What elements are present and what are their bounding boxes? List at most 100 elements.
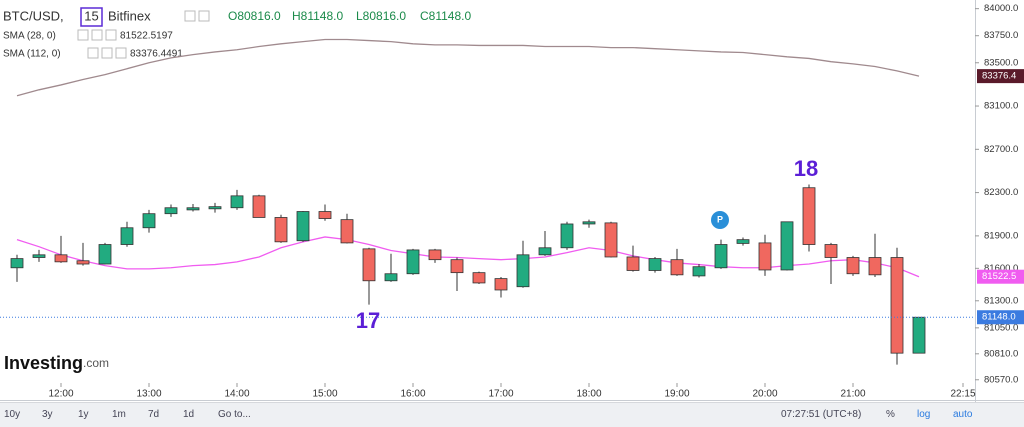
candle-body <box>648 258 662 271</box>
interval: 15 <box>84 8 98 23</box>
candle-body <box>142 213 156 229</box>
candle-body <box>494 278 508 291</box>
watermark-brand: Investing <box>4 353 83 373</box>
x-tick-label: 16:00 <box>400 389 425 400</box>
x-tick-label: 17:00 <box>488 389 513 400</box>
candle-body <box>362 248 376 282</box>
toolbar-item[interactable]: 07:27:51 (UTC+8) <box>781 409 862 420</box>
toolbar-item[interactable]: 1d <box>183 409 195 420</box>
candle-body <box>406 249 420 275</box>
candle-body <box>626 256 640 271</box>
toolbar-item[interactable]: Go to... <box>218 409 251 420</box>
x-tick-label: 22:15 <box>950 389 975 400</box>
x-tick-label: 19:00 <box>664 389 689 400</box>
watermark-domain: .com <box>83 356 109 370</box>
candle-body <box>890 257 904 354</box>
annotation: 17 <box>356 308 380 333</box>
watermark: Investing.com <box>4 353 109 373</box>
y-tick-label: 84000.0 <box>984 3 1018 14</box>
event-marker-label: P <box>717 214 723 224</box>
candle-body <box>582 221 596 225</box>
y-tick-label: 81050.0 <box>984 322 1018 333</box>
x-tick-label: 14:00 <box>224 389 249 400</box>
toolbar-item[interactable]: 1y <box>78 409 89 420</box>
x-tick-label: 18:00 <box>576 389 601 400</box>
candle-body <box>230 195 244 209</box>
y-tick-label: 83750.0 <box>984 30 1018 41</box>
candle-body <box>10 258 24 269</box>
candle-body <box>560 223 574 249</box>
price-badge-label: 81148.0 <box>982 312 1016 323</box>
toolbar-item[interactable]: % <box>886 409 895 420</box>
candle-body <box>824 244 838 258</box>
y-tick-label: 81900.0 <box>984 230 1018 241</box>
chart: BTC/USD, 15 Bitfinex SMA (28, 0) 81522.5… <box>0 0 1024 402</box>
candle-body <box>76 260 90 265</box>
legend-name: SMA (28, 0) <box>3 31 56 42</box>
annotation: 18 <box>794 156 818 181</box>
x-tick-label: 21:00 <box>840 389 865 400</box>
ohlc-value: O80816.0 <box>228 9 281 23</box>
candle-body <box>98 244 112 265</box>
toolbar-item[interactable]: auto <box>953 409 973 420</box>
y-tick-label: 81600.0 <box>984 263 1018 274</box>
candle-body <box>318 211 332 219</box>
candle-body <box>252 195 266 218</box>
ohlc-value: L80816.0 <box>356 9 406 23</box>
toolbar-item[interactable]: 7d <box>148 409 160 420</box>
exchange: Bitfinex <box>108 8 151 23</box>
candle-body <box>472 272 486 284</box>
candle-body <box>54 254 68 263</box>
candle-body <box>802 187 816 245</box>
candle-body <box>274 217 288 243</box>
legend-value: 81522.5197 <box>120 31 173 42</box>
y-tick-label: 80810.0 <box>984 348 1018 359</box>
y-tick-label: 83100.0 <box>984 101 1018 112</box>
legend-name: SMA (112, 0) <box>3 49 61 60</box>
legend-icons <box>77 10 210 59</box>
candle-body <box>384 273 398 282</box>
toolbar-item[interactable]: 1m <box>112 409 126 420</box>
candle-body <box>516 254 530 288</box>
y-tick-label: 80570.0 <box>984 374 1018 385</box>
price-badge <box>977 269 1024 284</box>
legend-value: 83376.4491 <box>130 49 183 60</box>
event-marker <box>711 211 729 229</box>
candle-body <box>714 244 728 269</box>
candle-body <box>164 207 178 215</box>
toolbar-item[interactable]: 3y <box>42 409 53 420</box>
candle-body <box>780 221 794 271</box>
x-tick-label: 12:00 <box>48 389 73 400</box>
candle-body <box>868 257 882 276</box>
candle-body <box>32 254 46 258</box>
candle-body <box>120 227 134 245</box>
candle-body <box>912 316 926 354</box>
candle-body <box>186 207 200 211</box>
candle-body <box>428 249 442 261</box>
y-tick-label: 82300.0 <box>984 187 1018 198</box>
ohlc-value: C81148.0 <box>420 9 471 23</box>
y-tick-label: 82700.0 <box>984 144 1018 155</box>
x-tick-label: 13:00 <box>136 389 161 400</box>
candle-body <box>670 259 684 276</box>
candle-body <box>736 239 750 244</box>
toolbar-item[interactable]: log <box>917 409 931 420</box>
y-tick-label: 83500.0 <box>984 57 1018 68</box>
price-badge <box>977 310 1024 325</box>
ohlc-value: H81148.0 <box>292 9 343 23</box>
candle-body <box>538 247 552 256</box>
price-badge <box>977 69 1024 84</box>
toolbar: 10y 3y 1y 1m 7d 1d Go to... 07:27:51 (UTC+8)% lo… <box>0 402 1024 427</box>
y-tick-label: 81300.0 <box>984 295 1018 306</box>
toolbar-item[interactable]: 10y <box>4 409 21 420</box>
candle-body <box>692 266 706 277</box>
sma-line <box>16 38 920 97</box>
price-badge-label: 83376.4 <box>982 71 1016 82</box>
x-tick-label: 20:00 <box>752 389 777 400</box>
candle-body <box>758 242 772 271</box>
price-badge-label: 81522.5 <box>982 271 1016 282</box>
candle-body <box>604 222 618 258</box>
candle-body <box>450 259 464 274</box>
symbol: BTC/USD, <box>3 8 64 23</box>
